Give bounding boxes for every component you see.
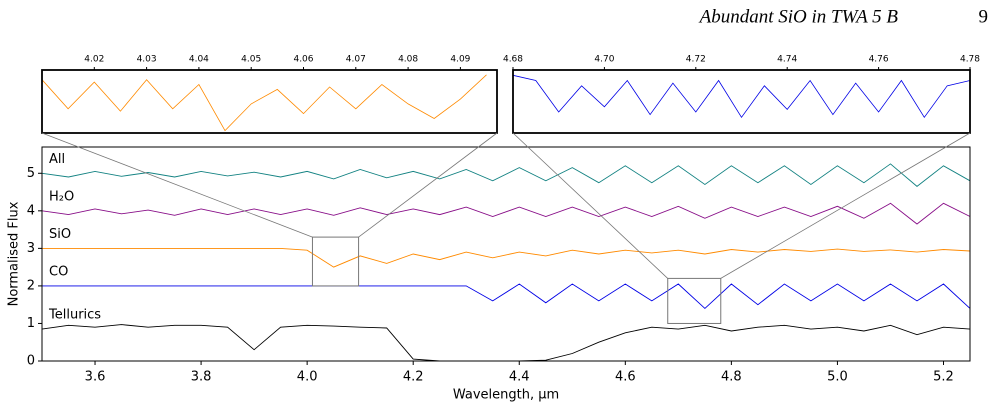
x-tick-label: 4.08 <box>398 55 418 65</box>
x-tick-label: 4.78 <box>960 55 980 65</box>
x-axis-label: Wavelength, μm <box>453 388 559 403</box>
x-tick-label: 4.05 <box>241 55 261 65</box>
x-tick-label: 4.2 <box>403 370 424 385</box>
x-tick-label: 4.8 <box>721 370 742 385</box>
x-tick-label: 5.2 <box>933 370 954 385</box>
spectrum-line <box>41 74 487 132</box>
x-tick-label: 4.09 <box>450 55 470 65</box>
x-tick-label: 4.6 <box>615 370 636 385</box>
zoom-connector <box>720 132 971 279</box>
y-tick-label: 4 <box>27 203 35 218</box>
x-tick-label: 5.0 <box>827 370 848 385</box>
zoom-box <box>311 236 360 287</box>
series-label: H₂O <box>49 189 74 204</box>
y-tick-label: 2 <box>27 278 35 293</box>
zoom-connector <box>41 132 313 238</box>
x-tick-label: 3.6 <box>85 370 106 385</box>
y-tick-label: 3 <box>27 241 35 256</box>
x-tick-label: 4.03 <box>137 55 157 65</box>
zoom-connector <box>512 132 669 279</box>
x-tick-label: 3.8 <box>191 370 212 385</box>
x-tick-label: 4.76 <box>869 55 889 65</box>
x-tick-label: 4.68 <box>503 55 523 65</box>
spectrum-line <box>41 202 971 225</box>
x-tick-label: 4.02 <box>84 55 104 65</box>
spectrum-line <box>42 247 971 268</box>
axes-frame <box>41 69 498 134</box>
spectrum-line <box>41 324 971 362</box>
axes-frame <box>512 69 971 134</box>
page-number: 9 <box>979 6 989 27</box>
y-tick-label: 0 <box>27 354 35 369</box>
spectrum-line <box>42 283 971 310</box>
x-tick-label: 4.74 <box>777 55 797 65</box>
x-tick-label: 4.72 <box>686 55 706 65</box>
y-axis-label: Normalised Flux <box>7 201 22 306</box>
axes-frame <box>41 146 971 362</box>
running-head: Abundant SiO in TWA 5 B <box>698 6 899 27</box>
x-tick-label: 4.07 <box>346 55 366 65</box>
x-tick-label: 4.06 <box>293 55 313 65</box>
series-label: SiO <box>49 227 71 242</box>
spectrum-line <box>512 74 971 119</box>
y-tick-label: 1 <box>27 316 35 331</box>
series-label: Tellurics <box>48 308 101 323</box>
x-tick-label: 4.4 <box>509 370 530 385</box>
series-label: All <box>49 152 65 167</box>
spectrum-line <box>41 163 971 187</box>
zoom-box <box>667 277 722 324</box>
zoom-connector <box>358 132 498 238</box>
series-label: CO <box>49 264 68 279</box>
x-tick-label: 4.0 <box>297 370 318 385</box>
x-tick-label: 4.70 <box>594 55 614 65</box>
x-tick-label: 4.04 <box>189 55 209 65</box>
y-tick-label: 5 <box>27 166 35 181</box>
